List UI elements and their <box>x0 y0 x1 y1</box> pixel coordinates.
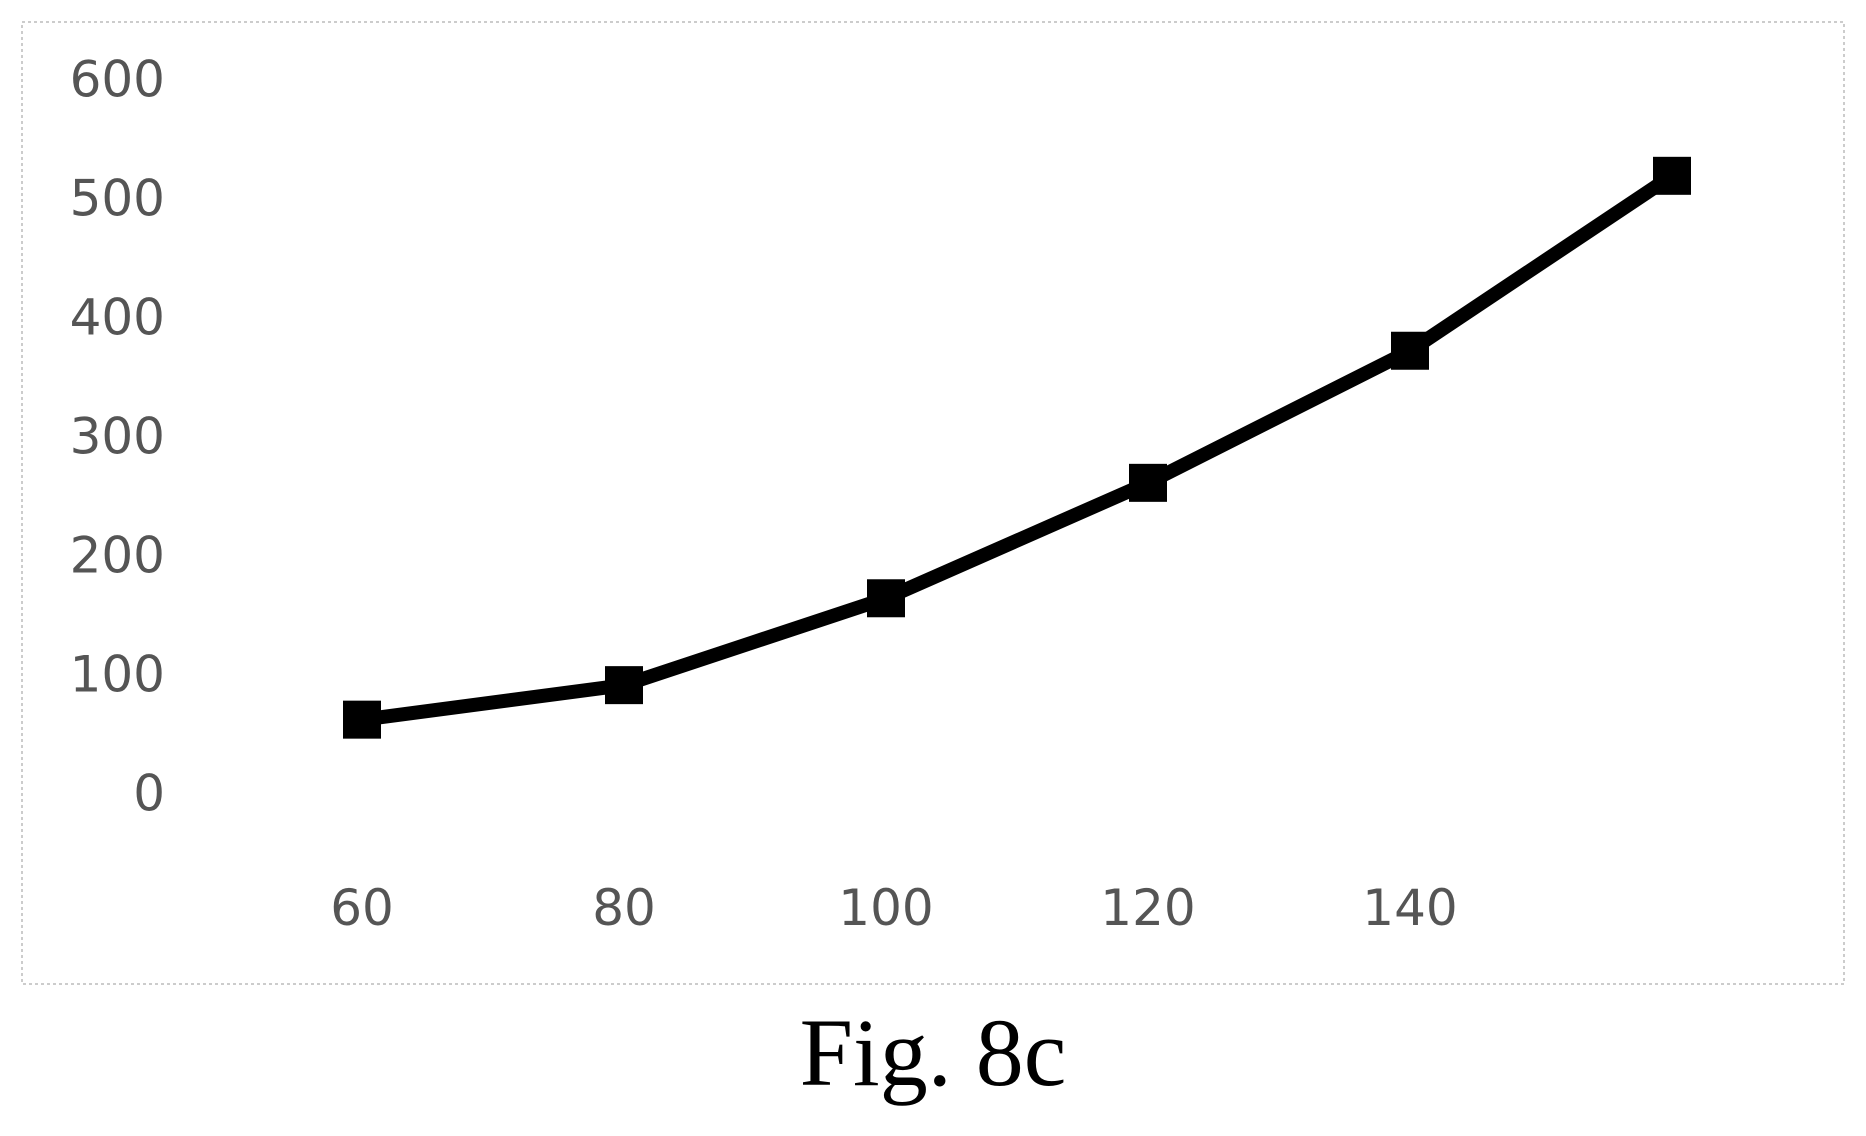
y-tick-label-200: 200 <box>70 527 165 585</box>
data-point-marker-2 <box>867 579 905 618</box>
y-tick-label-500: 500 <box>70 170 165 228</box>
line-chart: 0 100 200 300 400 500 600 60 80 100 120 140 <box>21 21 1845 985</box>
x-tick-label-80: 80 <box>592 879 656 937</box>
chart-frame <box>21 21 1845 985</box>
y-tick-label-600: 600 <box>70 51 165 109</box>
x-axis-tick-labels: 60 80 100 120 140 <box>330 879 1458 937</box>
x-tick-label-60: 60 <box>330 879 394 937</box>
y-tick-label-400: 400 <box>70 289 165 347</box>
series-line <box>355 168 1679 727</box>
series-markers <box>343 156 1691 739</box>
data-point-marker-3 <box>1129 463 1167 502</box>
x-tick-label-120: 120 <box>1100 879 1195 937</box>
data-point-marker-4 <box>1391 331 1429 370</box>
x-tick-label-100: 100 <box>838 879 933 937</box>
y-tick-label-0: 0 <box>133 765 165 823</box>
y-axis-tick-labels: 0 100 200 300 400 500 600 <box>70 51 165 823</box>
data-point-marker-0 <box>343 700 381 739</box>
x-tick-label-140: 140 <box>1362 879 1457 937</box>
data-point-marker-5 <box>1653 156 1691 195</box>
figure-caption: Fig. 8c <box>799 999 1067 1106</box>
data-point-marker-1 <box>605 666 643 705</box>
y-tick-label-300: 300 <box>70 408 165 466</box>
y-tick-label-100: 100 <box>70 646 165 704</box>
